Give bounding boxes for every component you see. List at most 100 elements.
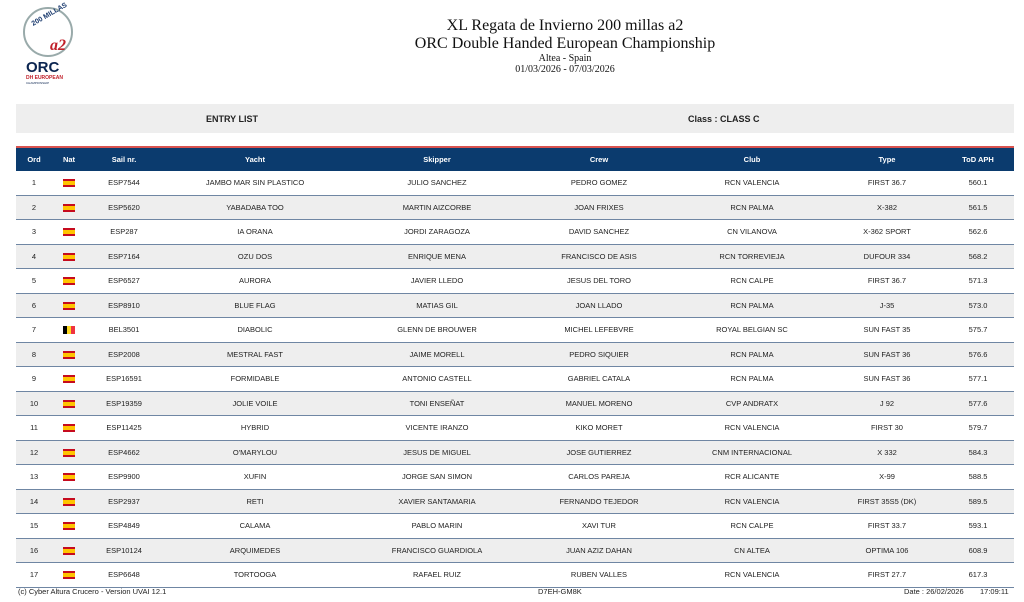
- cell-yacht: DIABOLIC: [162, 317, 348, 343]
- cell-yacht: HYBRID: [162, 415, 348, 441]
- column-header-nat: Nat: [62, 155, 76, 164]
- cell-type: X 332: [832, 440, 942, 465]
- column-header-tod-aph: ToD APH: [962, 155, 994, 164]
- cell-sail-nr: ESP19359: [86, 391, 162, 416]
- cell-ord: 10: [16, 391, 52, 416]
- cell-tod-aph: 608.9: [942, 538, 1014, 563]
- cell-nat: [52, 366, 86, 392]
- cell-sail-nr: ESP287: [86, 219, 162, 245]
- cell-crew: JOAN LLADO: [526, 293, 672, 318]
- cell-nat: [52, 440, 86, 465]
- cell-club: ROYAL BELGIAN SC: [672, 317, 832, 343]
- cell-nat: [52, 415, 86, 441]
- cell-yacht: OZU DOS: [162, 244, 348, 269]
- cell-crew: MICHEL LEFEBVRE: [526, 317, 672, 343]
- cell-ord: 15: [16, 513, 52, 539]
- cell-club: RCN VALENCIA: [672, 489, 832, 514]
- table-row: 6 ESP8910 BLUE FLAG MATIAS GIL JOAN LLADO RCN…: [16, 293, 1014, 318]
- cell-ord: 17: [16, 562, 52, 588]
- cell-sail-nr: ESP7164: [86, 244, 162, 269]
- list-title: ENTRY LIST: [206, 114, 259, 124]
- cell-club: RCN VALENCIA: [672, 562, 832, 588]
- cell-type: X-362 SPORT: [832, 219, 942, 245]
- cell-crew: JESUS DEL TORO: [526, 268, 672, 294]
- cell-skipper: JORDI ZARAGOZA: [348, 219, 526, 245]
- cell-nat: [52, 293, 86, 318]
- cell-type: X-99: [832, 464, 942, 490]
- column-header-sail-nr: Sail nr.: [111, 155, 137, 164]
- svg-text:CHAMPIONSHIP: CHAMPIONSHIP: [26, 81, 49, 85]
- cell-tod-aph: 575.7: [942, 317, 1014, 343]
- flag-esp-icon: [63, 301, 75, 310]
- cell-crew: XAVI TUR: [526, 513, 672, 539]
- cell-nat: [52, 489, 86, 514]
- cell-type: J-35: [832, 293, 942, 318]
- cell-ord: 9: [16, 366, 52, 392]
- footer-copyright: (c) Cyber Altura Crucero - Version UVAI …: [18, 587, 167, 596]
- svg-text:ORC: ORC: [26, 59, 60, 76]
- cell-sail-nr: ESP9900: [86, 464, 162, 490]
- cell-yacht: YABADABA TOO: [162, 195, 348, 220]
- column-header-crew: Crew: [589, 155, 609, 164]
- flag-esp-icon: [63, 179, 75, 188]
- cell-nat: [52, 244, 86, 269]
- cell-crew: FRANCISCO DE ASIS: [526, 244, 672, 269]
- table-row: 7 BEL3501 DIABOLIC GLENN DE BROUWER MICHEL L…: [16, 317, 1014, 343]
- cell-club: RCN VALENCIA: [672, 171, 832, 196]
- cell-ord: 3: [16, 219, 52, 245]
- cell-sail-nr: ESP4849: [86, 513, 162, 539]
- cell-type: FIRST 33.7: [832, 513, 942, 539]
- cell-skipper: PABLO MARIN: [348, 513, 526, 539]
- cell-crew: FERNANDO TEJEDOR: [526, 489, 672, 514]
- cell-type: SUN FAST 35: [832, 317, 942, 343]
- cell-tod-aph: 588.5: [942, 464, 1014, 490]
- table-row: 5 ESP6527 AURORA JAVIER LLEDO JESUS DEL TORO…: [16, 268, 1014, 294]
- table-row: 11 ESP11425 HYBRID VICENTE IRANZO KIKO MORET…: [16, 415, 1014, 441]
- cell-skipper: MARTIN AIZCORBE: [348, 195, 526, 220]
- flag-esp-icon: [63, 277, 75, 286]
- cell-club: RCN VALENCIA: [672, 415, 832, 441]
- cell-ord: 6: [16, 293, 52, 318]
- cell-tod-aph: 593.1: [942, 513, 1014, 539]
- event-location: Altea - Spain: [538, 53, 592, 64]
- footer-code: D7EH-GM8K: [538, 587, 582, 596]
- flag-esp-icon: [63, 497, 75, 506]
- flag-esp-icon: [63, 399, 75, 408]
- cell-skipper: GLENN DE BROUWER: [348, 317, 526, 343]
- cell-nat: [52, 464, 86, 490]
- cell-tod-aph: 573.0: [942, 293, 1014, 318]
- cell-ord: 14: [16, 489, 52, 514]
- cell-tod-aph: 560.1: [942, 171, 1014, 196]
- table-row: 9 ESP16591 FORMIDABLE ANTONIO CASTELL GABRIE…: [16, 366, 1014, 392]
- cell-type: J 92: [832, 391, 942, 416]
- flag-esp-icon: [63, 228, 75, 237]
- cell-skipper: VICENTE IRANZO: [348, 415, 526, 441]
- cell-yacht: MESTRAL FAST: [162, 342, 348, 367]
- cell-ord: 16: [16, 538, 52, 563]
- event-dates: 01/03/2026 - 07/03/2026: [515, 64, 615, 75]
- cell-skipper: FRANCISCO GUARDIOLA: [348, 538, 526, 563]
- cell-yacht: FORMIDABLE: [162, 366, 348, 392]
- cell-skipper: JAIME MORELL: [348, 342, 526, 367]
- cell-yacht: XUFIN: [162, 464, 348, 490]
- cell-skipper: ENRIQUE MENA: [348, 244, 526, 269]
- cell-club: CN VILANOVA: [672, 219, 832, 245]
- cell-crew: GABRIEL CATALA: [526, 366, 672, 392]
- cell-crew: JOSE GUTIERREZ: [526, 440, 672, 465]
- cell-type: FIRST 36.7: [832, 268, 942, 294]
- cell-tod-aph: 577.6: [942, 391, 1014, 416]
- event-subtitle: ORC Double Handed European Championship: [414, 35, 716, 52]
- cell-sail-nr: ESP8910: [86, 293, 162, 318]
- cell-nat: [52, 219, 86, 245]
- cell-sail-nr: ESP11425: [86, 415, 162, 441]
- cell-tod-aph: 584.3: [942, 440, 1014, 465]
- cell-nat: [52, 171, 86, 196]
- cell-crew: CARLOS PAREJA: [526, 464, 672, 490]
- cell-skipper: JAVIER LLEDO: [348, 268, 526, 294]
- flag-esp-icon: [63, 546, 75, 555]
- cell-type: SUN FAST 36: [832, 366, 942, 392]
- cell-tod-aph: 562.6: [942, 219, 1014, 245]
- cell-yacht: RETI: [162, 489, 348, 514]
- cell-crew: KIKO MORET: [526, 415, 672, 441]
- cell-sail-nr: ESP6648: [86, 562, 162, 588]
